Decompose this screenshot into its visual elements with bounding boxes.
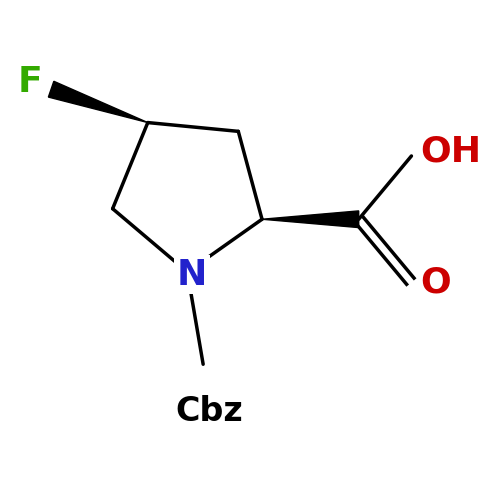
Text: N: N xyxy=(176,258,207,292)
Polygon shape xyxy=(262,211,358,228)
Text: Cbz: Cbz xyxy=(176,395,243,428)
Text: OH: OH xyxy=(420,134,482,168)
Text: F: F xyxy=(18,65,42,99)
Polygon shape xyxy=(48,82,148,122)
Text: O: O xyxy=(420,266,451,300)
